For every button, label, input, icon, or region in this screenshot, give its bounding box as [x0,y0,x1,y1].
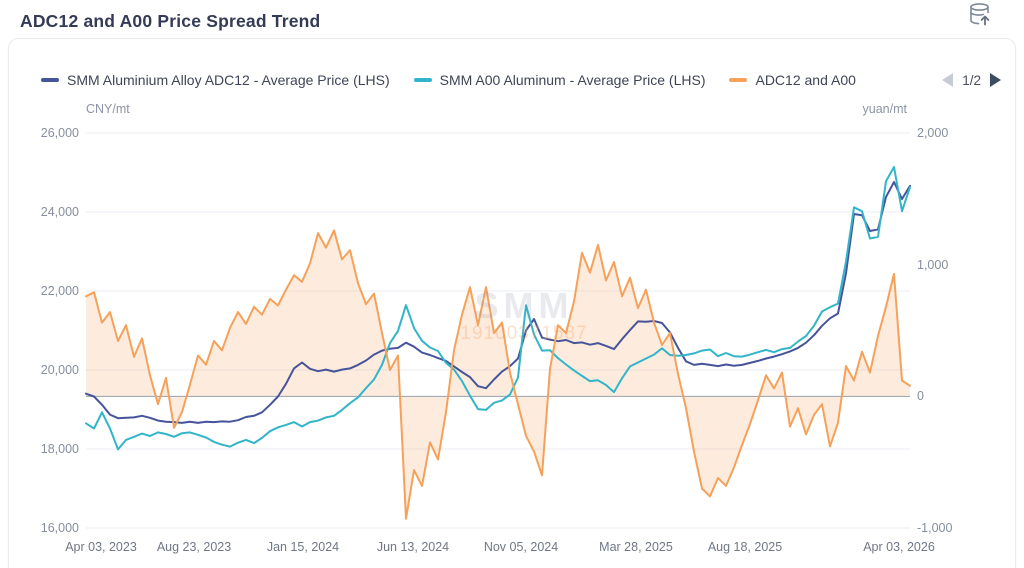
legend-item-adc12[interactable]: SMM Aluminium Alloy ADC12 - Average Pric… [41,72,390,88]
legend-prev-page-icon[interactable] [942,73,954,87]
x-axis-tick-label: Apr 03, 2023 [65,540,137,554]
x-axis-tick-label: Jan 15, 2024 [266,540,340,554]
adc12-line-marker [41,78,59,82]
page-title: ADC12 and A00 Price Spread Trend [20,10,321,31]
export-data-button[interactable] [964,0,996,30]
legend-label-adc12: SMM Aluminium Alloy ADC12 - Average Pric… [67,72,390,88]
x-axis-tick-label: Jun 13, 2024 [376,540,450,554]
legend-item-spread[interactable]: ADC12 and A00 [729,72,856,88]
left-axis-tick-label: 20,000 [40,363,79,377]
right-axis-tick-label: 1,000 [917,257,949,272]
left-axis-tick-label: 16,000 [40,521,79,535]
x-axis-tick-label: Aug 18, 2025 [707,540,783,554]
x-axis-tick-label: Aug 23, 2023 [156,540,232,554]
legend-label-spread: ADC12 and A00 [755,72,856,88]
legend-item-a00[interactable]: SMM A00 Aluminum - Average Price (LHS) [413,72,706,88]
a00-line-marker [413,78,432,82]
right-axis-tick-label: -1,000 [917,521,953,535]
legend-label-a00: SMM A00 Aluminum - Average Price (LHS) [439,72,706,88]
x-axis-tick-label: Mar 28, 2025 [599,540,673,554]
legend-page-indicator: 1/2 [962,72,981,88]
chart-legend: SMM Aluminium Alloy ADC12 - Average Pric… [41,69,1001,91]
left-axis-tick-label: 26,000 [40,126,79,140]
right-axis-unit: yuan/mt [862,102,907,116]
left-axis-tick-label: 22,000 [40,284,79,298]
database-upload-icon [966,1,994,30]
right-axis-tick-label: 2,000 [917,126,949,140]
left-axis-tick-label: 24,000 [40,205,79,219]
legend-pagination: 1/2 [942,73,1001,88]
chart-card: SMM Aluminium Alloy ADC12 - Average Pric… [8,38,1016,568]
legend-next-page-icon[interactable] [990,73,1001,87]
left-axis-unit: CNY/mt [86,102,130,116]
x-axis-tick-label: Nov 05, 2024 [483,540,559,554]
spread-line-marker [729,78,748,82]
x-axis-tick-label: Apr 03, 2026 [863,540,935,554]
page-header: ADC12 and A00 Price Spread Trend [20,6,1004,36]
left-axis-tick-label: 18,000 [40,442,79,456]
right-axis-tick-label: 0 [917,389,924,404]
